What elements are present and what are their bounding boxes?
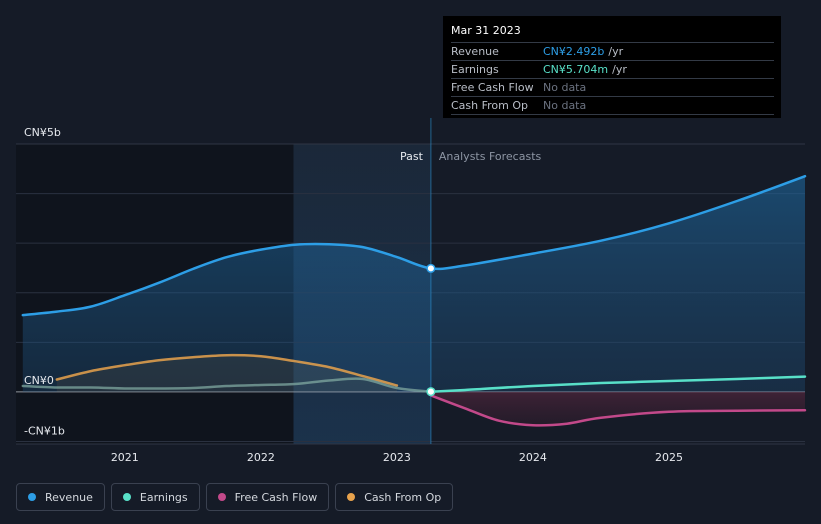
tooltip-label: Free Cash Flow (451, 81, 534, 94)
legend-label: Earnings (139, 490, 188, 504)
legend-label: Cash From Op (364, 490, 442, 504)
tooltip-row-earnings: Earnings CN¥5.704m/yr (451, 61, 774, 79)
x-tick-label: 2025 (655, 451, 683, 464)
earnings-forecast-line (429, 375, 807, 393)
hover-markers (426, 263, 436, 397)
tooltip-row-free-cash-flow: Free Cash Flow No data (451, 79, 774, 97)
tooltip-label: Earnings (451, 63, 499, 76)
revenue-dot-icon (28, 493, 36, 501)
tooltip-row-cash-from-op: Cash From Op No data (451, 97, 774, 115)
free-cash-flow-dot-icon (217, 493, 226, 501)
tooltip-row-revenue: Revenue CN¥2.492b/yr (451, 43, 774, 61)
legend-label: Free Cash Flow (234, 490, 318, 504)
tooltip-unit: /yr (608, 45, 624, 58)
x-axis-labels: 2021 2022 2023 2024 2025 (111, 451, 683, 464)
free-cash-flow-area (430, 391, 805, 426)
past-label: Past (400, 150, 424, 163)
forecast-label: Analysts Forecasts (439, 150, 542, 163)
revenue-area (22, 176, 806, 392)
earnings-marker (426, 387, 436, 397)
tooltip-label: Revenue (451, 45, 499, 58)
y-tick-label: -CN¥1b (24, 425, 65, 438)
x-tick-label: 2024 (519, 451, 547, 464)
earnings-past-line (21, 377, 433, 393)
y-axis-labels: CN¥5b CN¥0 -CN¥1b (24, 126, 65, 438)
tooltip-value: No data (543, 99, 587, 112)
tooltip-value: No data (543, 81, 587, 94)
tooltip-date: Mar 31 2023 (451, 24, 774, 43)
y-tick-label: CN¥0 (24, 374, 54, 387)
legend-item-earnings[interactable]: Earnings (110, 483, 200, 511)
legend-label: Revenue (45, 490, 93, 504)
tooltip-unit: /yr (612, 63, 627, 76)
cash-from-op-dot-icon (347, 493, 356, 501)
tooltip-value: CN¥2.492b (543, 45, 605, 58)
tooltip-value: CN¥5.704m (543, 63, 609, 76)
x-tick-label: 2023 (383, 451, 411, 464)
cash-from-op-line (55, 353, 399, 387)
data-tooltip: Mar 31 2023 Revenue CN¥2.492b/yr Earning… (443, 16, 781, 118)
legend-item-revenue[interactable]: Revenue (16, 483, 105, 511)
revenue-line (21, 174, 807, 317)
revenue-marker (426, 263, 436, 273)
x-tick-label: 2021 (111, 451, 139, 464)
tooltip-label: Cash From Op (451, 99, 529, 112)
free-cash-flow-line (429, 394, 807, 427)
series-lines (21, 174, 807, 427)
legend-item-cash-from-op[interactable]: Cash From Op (335, 483, 454, 511)
legend: Revenue Earnings Free Cash Flow Cash Fro… (16, 483, 454, 511)
y-tick-label: CN¥5b (24, 126, 61, 139)
x-tick-label: 2022 (247, 451, 275, 464)
legend-item-free-cash-flow[interactable]: Free Cash Flow (205, 483, 330, 511)
earnings-dot-icon (122, 493, 131, 501)
